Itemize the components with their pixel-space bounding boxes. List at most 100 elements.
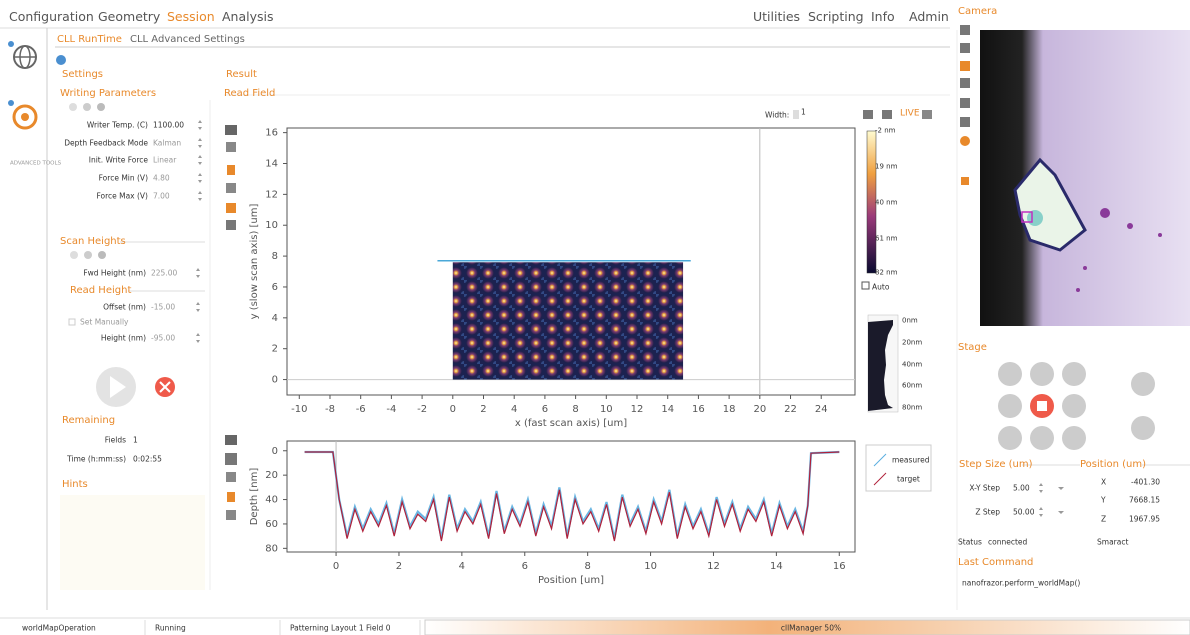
legend-entry: measured: [892, 456, 929, 464]
histogram-label: 60nm: [902, 383, 922, 390]
field-value[interactable]: 5.00: [1013, 484, 1030, 492]
y-axis-label: Depth [nm]: [249, 468, 260, 526]
field-value[interactable]: 7.00: [153, 192, 170, 200]
menu-item[interactable]: Session: [167, 11, 215, 24]
menu-item[interactable]: Info: [871, 11, 895, 24]
spinner: [196, 275, 200, 278]
menu-item[interactable]: Analysis: [222, 11, 274, 24]
x-tick-label: 8: [572, 404, 578, 415]
x-tick-label: 16: [833, 561, 846, 572]
dropdown-arrow: [1058, 511, 1064, 514]
checkbox-label[interactable]: Auto: [872, 283, 889, 291]
y-tick-label: 12: [265, 189, 278, 200]
field-value: 7668.15: [1129, 496, 1160, 504]
y-tick-label: 14: [265, 158, 278, 169]
x-tick-label: 2: [396, 561, 402, 572]
status-bar-item: worldMapOperation: [22, 624, 96, 632]
app-window: -10-8-6-4-202468101214161820222402468101…: [0, 0, 1190, 635]
section-title: Result: [226, 70, 257, 80]
x-tick-label: 4: [511, 404, 517, 415]
y-tick-label: 4: [272, 313, 278, 324]
field-value[interactable]: Linear: [153, 156, 176, 164]
histogram-label: 0nm: [902, 318, 918, 325]
status-bar-item: Patterning Layout 1 Field 0: [290, 624, 390, 632]
status-label: Status: [958, 538, 982, 546]
histogram-label: 80nm: [902, 405, 922, 412]
x-tick-label: 22: [784, 404, 797, 415]
field-label: Depth Feedback Mode: [64, 139, 148, 147]
x-tick-label: 6: [522, 561, 528, 572]
section-title: Step Size (um): [959, 460, 1033, 470]
section-title: Writing Parameters: [60, 89, 156, 99]
section-title: Read Field: [224, 89, 275, 99]
field-label: X: [1101, 478, 1106, 486]
spinner: [196, 333, 200, 336]
menu-item[interactable]: Utilities: [753, 11, 800, 24]
x-tick-label: -4: [386, 404, 396, 415]
colorbar-label: 40 nm: [875, 200, 897, 207]
spinner: [196, 340, 200, 343]
x-tick-label: 24: [815, 404, 828, 415]
field-label: X-Y Step: [969, 484, 1000, 492]
menu-item[interactable]: Admin: [909, 11, 949, 24]
field-value[interactable]: 4.80: [153, 174, 170, 182]
y-tick-label: 10: [265, 220, 278, 231]
x-axis-label: Position [um]: [538, 575, 604, 586]
width-label: Width:: [765, 111, 789, 119]
scan-image: [453, 262, 683, 379]
x-tick-label: 4: [459, 561, 465, 572]
field-label: Y: [1101, 496, 1106, 504]
field-value[interactable]: 1100.00: [153, 121, 184, 129]
colorbar-label: 82 nm: [875, 270, 897, 277]
live-button[interactable]: LIVE: [900, 110, 920, 119]
dropdown-arrow: [1058, 487, 1064, 490]
menu-item[interactable]: Geometry: [98, 11, 160, 24]
field-label: Height (nm): [101, 334, 146, 342]
field-label: Fwd Height (nm): [83, 269, 146, 277]
section-title: Read Height: [70, 286, 131, 296]
x-tick-label: 0: [333, 561, 339, 572]
field-value[interactable]: Kalman: [153, 139, 181, 147]
y-tick-label: 8: [272, 251, 278, 262]
x-tick-label: 14: [661, 404, 674, 415]
section-title: Hints: [62, 480, 88, 490]
section-title: Remaining: [62, 416, 115, 426]
checkbox-label[interactable]: Set Manually: [80, 318, 128, 326]
section-title: Settings: [62, 70, 103, 80]
spinner: [198, 191, 202, 194]
x-tick-label: 20: [753, 404, 766, 415]
x-tick-label: 16: [692, 404, 705, 415]
field-value: 0:02:55: [133, 455, 162, 463]
y-tick-label: 0: [272, 446, 278, 457]
field-value: 1: [133, 436, 138, 444]
y-tick-label: 0: [272, 375, 278, 386]
x-tick-label: -6: [356, 404, 366, 415]
spinner: [1039, 507, 1043, 510]
spinner: [196, 268, 200, 271]
spinner: [198, 198, 202, 201]
spinner: [196, 309, 200, 312]
tab[interactable]: CLL RunTime: [57, 35, 122, 45]
menu-item[interactable]: Configuration: [9, 11, 94, 24]
width-value: 1: [801, 108, 806, 116]
x-tick-label: 0: [450, 404, 456, 415]
x-tick-label: 8: [584, 561, 590, 572]
sidebar-label: ADVANCED TOOLS: [10, 161, 61, 167]
plot-area: [287, 441, 855, 552]
spinner: [198, 173, 202, 176]
field-value[interactable]: 50.00: [1013, 508, 1034, 516]
tab[interactable]: CLL Advanced Settings: [130, 35, 245, 45]
field-value: 1967.95: [1129, 515, 1160, 523]
section-title: Camera: [958, 7, 997, 17]
spinner: [1039, 483, 1043, 486]
field-label: Init. Write Force: [89, 156, 148, 164]
field-label: Force Max (V): [96, 192, 148, 200]
field-value[interactable]: -15.00: [151, 303, 175, 311]
spinner: [198, 180, 202, 183]
menu-item[interactable]: Scripting: [808, 11, 864, 24]
spinner: [1039, 490, 1043, 493]
x-tick-label: 2: [480, 404, 486, 415]
field-value[interactable]: 225.00: [151, 269, 177, 277]
field-label: Force Min (V): [99, 174, 148, 182]
field-value[interactable]: -95.00: [151, 334, 175, 342]
